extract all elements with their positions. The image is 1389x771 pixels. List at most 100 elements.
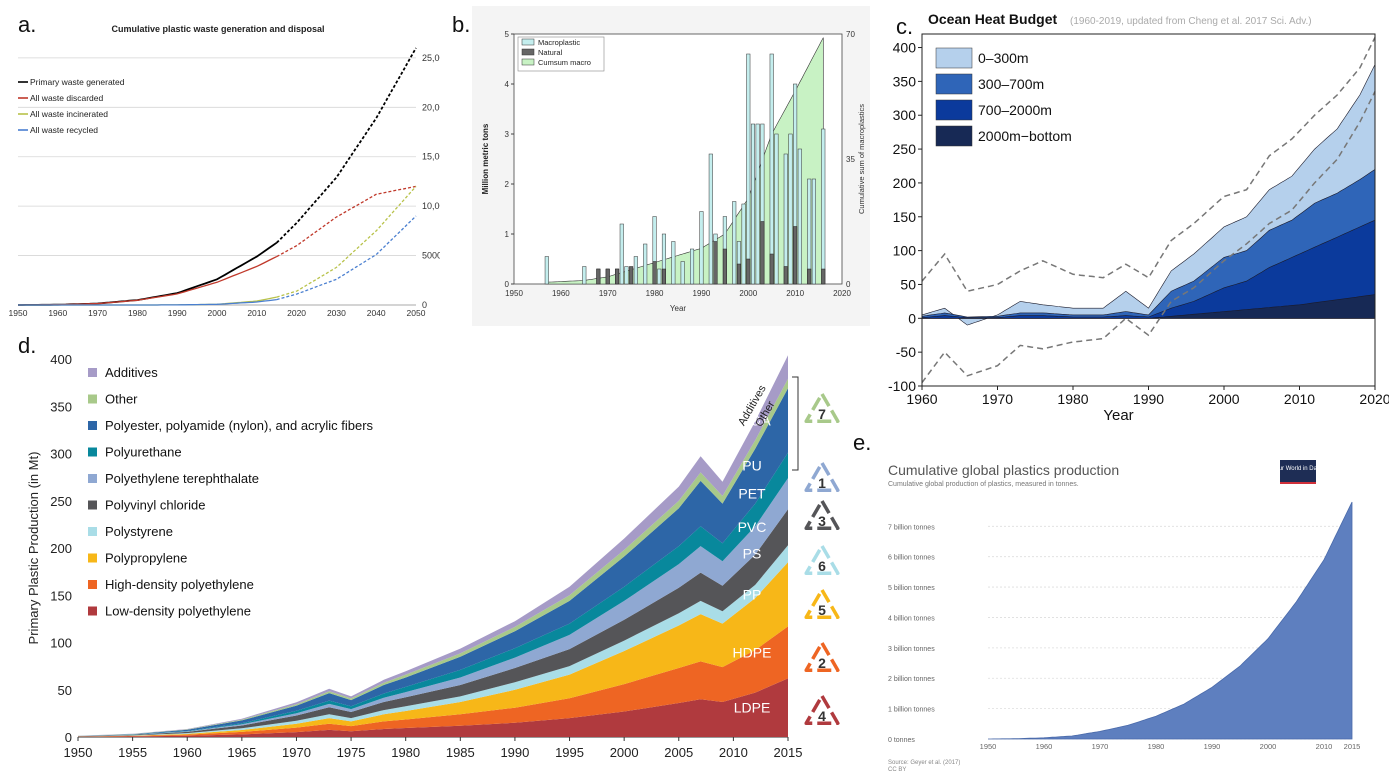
chart-d: 0 50 100 150 200 250 300 350 400 1950 1955 1960 1965…	[26, 352, 840, 760]
chart-d-legend-label: High-density polyethylene	[105, 577, 254, 592]
chart-e-y-tick: 4 billion tonnes	[888, 615, 935, 622]
chart-b-natural-bar	[769, 253, 774, 285]
chart-b-macro-bar	[624, 266, 629, 285]
chart-b-macro-bar	[732, 201, 737, 285]
panel-label-a: a.	[18, 12, 37, 37]
chart-b-natural-bar	[793, 226, 798, 285]
chart-c-y-tick: 300	[893, 107, 917, 123]
chart-b-y-tick: 5	[505, 30, 510, 39]
chart-b-macro-bar	[783, 153, 788, 285]
chart-b-x-tick: 2020	[833, 289, 851, 298]
chart-c-y-tick: 200	[893, 175, 917, 191]
chart-b-y-tick: 2	[505, 180, 510, 189]
chart-b-macro-bar	[582, 266, 587, 285]
chart-b-y2-tick: 0	[846, 280, 851, 289]
chart-d-legend-label: Polyester, polyamide (nylon), and acryli…	[105, 418, 374, 433]
chart-b-macro-bar	[746, 53, 751, 285]
recycle-2-icon: 2	[804, 641, 840, 672]
recycle-code-label: 4	[818, 708, 826, 724]
chart-b-macro-bar	[643, 243, 648, 285]
chart-a-x-tick: 2030	[327, 308, 346, 318]
chart-d-x-tick: 2000	[610, 745, 639, 760]
chart-d-area-label: HDPE	[733, 644, 772, 660]
chart-b-macro-bar	[811, 178, 816, 285]
recycle-code-label: 2	[818, 655, 826, 671]
chart-c-y-tick: 0	[908, 310, 916, 326]
chart-d-area-label: PU	[742, 457, 761, 473]
chart-d-area-label: PS	[743, 546, 762, 562]
chart-d-y-label: Primary Plastic Production (in Mt)	[26, 452, 41, 645]
chart-d-x-tick: 1955	[118, 745, 147, 760]
chart-e-title: Cumulative global plastics production	[888, 462, 1119, 478]
chart-e-y-tick: 7 billion tonnes	[888, 524, 935, 531]
chart-b-natural-bar	[760, 221, 765, 285]
chart-b-macro-bar	[807, 178, 812, 285]
chart-a-title: Cumulative plastic waste generation and …	[111, 24, 324, 34]
chart-d-stack-area	[78, 626, 788, 737]
chart-e-x-tick: 2010	[1316, 742, 1333, 751]
chart-a-y-tick: 15,000	[422, 152, 440, 162]
chart-c-legend-label: 0–300m	[978, 50, 1029, 66]
chart-e: Cumulative global plastics production Cum…	[888, 460, 1360, 771]
chart-a-x-tick: 1970	[88, 308, 107, 318]
chart-b-natural-bar	[596, 268, 601, 285]
chart-b-macro-bar	[821, 128, 826, 285]
chart-d-legend-label: Additives	[105, 365, 158, 380]
chart-a-x-tick: 1950	[9, 308, 28, 318]
chart-a-y-tick: 20,000	[422, 102, 440, 112]
recycle-code-label: 6	[818, 558, 826, 574]
chart-c-layer-area	[921, 294, 1376, 319]
chart-b-natural-bar	[746, 258, 751, 285]
chart-d-legend-swatch	[88, 474, 97, 483]
chart-b-y-tick: 3	[505, 130, 510, 139]
chart-c-y-tick: 150	[893, 209, 917, 225]
recycle-code-label: 7	[818, 406, 826, 422]
chart-d-legend-label: Polystyrene	[105, 524, 173, 539]
chart-b-y-label: Million metric tons	[481, 123, 490, 194]
recycle-code-label: 3	[818, 513, 826, 529]
chart-c-layer-area	[921, 219, 1376, 319]
chart-d-x-tick: 1980	[391, 745, 420, 760]
chart-c: Ocean Heat Budget (1960-2019, updated fro…	[888, 11, 1389, 424]
chart-a-y-tick: 25,000	[422, 53, 440, 63]
chart-b-legend-label: Macroplastic	[538, 38, 580, 47]
chart-d-legend-label: Polyethylene terephthalate	[105, 471, 259, 486]
chart-b-macro-bar	[699, 211, 704, 285]
chart-b-legend-swatch	[521, 48, 535, 56]
panel-label-c: c.	[896, 14, 914, 39]
chart-e-x-tick: 1960	[1036, 742, 1053, 751]
chart-b-natural-bar	[783, 266, 788, 285]
chart-e-x-tick: 1990	[1204, 742, 1221, 751]
chart-b-natural-bar	[722, 248, 727, 285]
chart-b-macro-bar	[657, 268, 662, 285]
chart-b-legend-label: Cumsum macro	[538, 58, 591, 67]
chart-a-series-projection	[276, 185, 417, 298]
chart-d-area-label: PP	[743, 586, 762, 602]
chart-d-legend-swatch	[88, 553, 97, 563]
recycle-3-icon: 3	[804, 499, 840, 530]
recycle-triangle	[804, 588, 840, 619]
chart-e-source: Source: Geyer et al. (2017)	[888, 760, 960, 766]
chart-d-x-tick: 1950	[64, 745, 93, 760]
chart-c-subtitle: (1960-2019, updated from Cheng et al. 20…	[1070, 16, 1312, 27]
chart-d-stack-area	[78, 509, 788, 737]
chart-d-area-label: LDPE	[734, 700, 771, 716]
chart-c-y-tick: 100	[893, 243, 917, 259]
chart-b-natural-bar	[736, 263, 741, 285]
chart-c-x-tick: 1960	[906, 391, 937, 407]
chart-b-natural-bar	[661, 268, 666, 285]
chart-d-y-tick: 0	[65, 730, 72, 745]
panel-label-d: d.	[18, 333, 37, 358]
chart-c-y-tick: 400	[893, 40, 917, 56]
chart-d-stack-area	[78, 678, 788, 737]
chart-b-x-label: Year	[670, 304, 687, 313]
chart-d-legend-swatch	[88, 580, 97, 589]
chart-d-stack-area	[78, 562, 788, 737]
chart-d-area-label: PVC	[738, 519, 767, 535]
chart-b-macro-bar	[619, 223, 624, 285]
chart-b-natural-bar	[807, 268, 812, 285]
chart-d-stack-area	[78, 378, 788, 736]
chart-b-macro-bar	[671, 241, 676, 285]
chart-b-x-tick: 1980	[646, 289, 664, 298]
chart-c-legend-label: 700–2000m	[978, 102, 1052, 118]
